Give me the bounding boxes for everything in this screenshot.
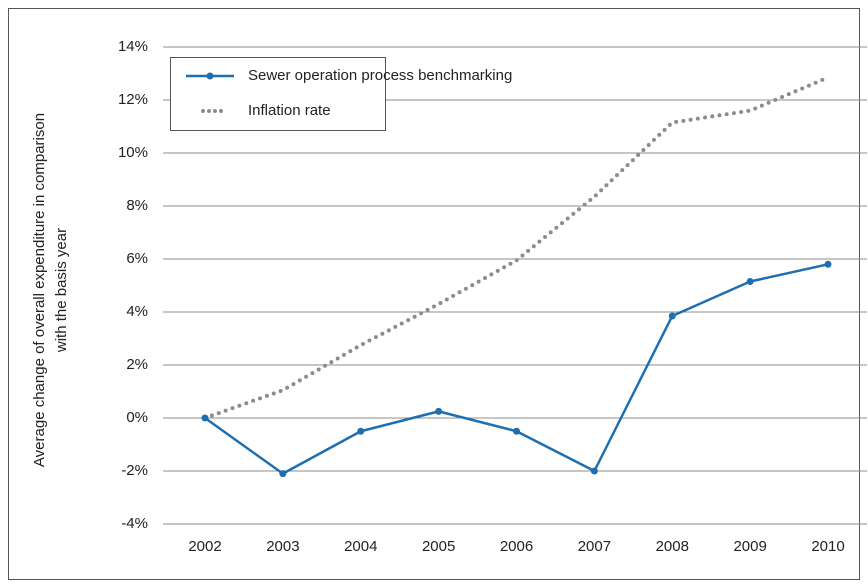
legend-box: [170, 57, 386, 131]
y-axis-label: Average change of overall expenditure in…: [31, 113, 48, 467]
point: [435, 407, 443, 415]
point: [668, 312, 676, 320]
legend-marker: [206, 72, 214, 80]
legend-label: Sewer operation process benchmarking: [248, 67, 512, 84]
x-tick-label: 2005: [422, 538, 455, 555]
y-tick-label: 0%: [126, 409, 148, 426]
y-tick-label: 6%: [126, 250, 148, 267]
point: [590, 467, 598, 475]
point: [279, 470, 287, 478]
x-tick-label: 2003: [266, 538, 299, 555]
y-tick-label: 2%: [126, 356, 148, 373]
y-tick-label: -4%: [121, 515, 148, 532]
y-tick-label: 10%: [118, 144, 148, 161]
point: [357, 427, 365, 435]
y-tick-label: 12%: [118, 91, 148, 108]
point: [201, 414, 209, 422]
legend-label: Inflation rate: [248, 102, 331, 119]
x-tick-label: 2002: [188, 538, 221, 555]
y-tick-label: 8%: [126, 197, 148, 214]
y-tick-label: 4%: [126, 303, 148, 320]
point: [746, 278, 754, 286]
x-tick-label: 2008: [656, 538, 689, 555]
x-tick-label: 2004: [344, 538, 377, 555]
x-tick-label: 2009: [733, 538, 766, 555]
y-axis-label: with the basis year: [53, 228, 70, 353]
series-line: [203, 75, 830, 420]
x-tick-label: 2010: [811, 538, 844, 555]
point: [824, 260, 832, 268]
chart-border: [8, 8, 860, 580]
point: [513, 427, 520, 435]
y-tick-label: 14%: [118, 38, 148, 55]
y-tick-label: -2%: [121, 462, 148, 479]
x-tick-label: 2006: [500, 538, 533, 555]
series-line: [204, 263, 829, 475]
x-tick-label: 2007: [578, 538, 611, 555]
